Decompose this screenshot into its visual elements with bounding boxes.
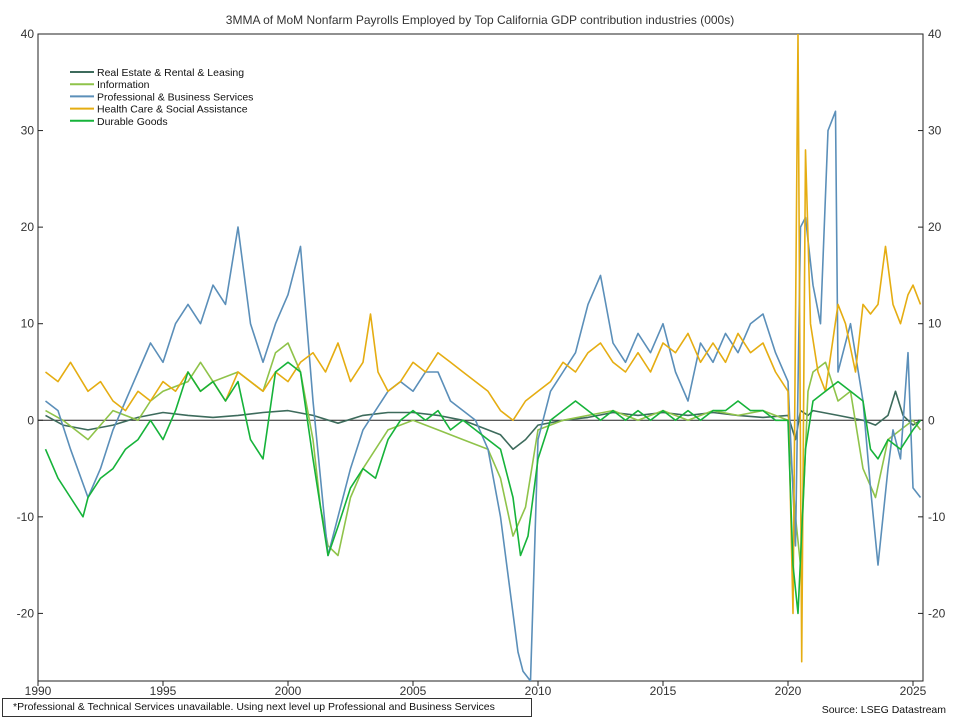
series-line-1 — [45, 390, 921, 451]
y-tick-label-right: -10 — [928, 510, 946, 524]
y-tick-label-left: 20 — [21, 220, 35, 234]
series-line-4 — [45, 34, 922, 663]
legend-label: Information — [97, 79, 150, 91]
y-tick-label-left: 0 — [27, 413, 34, 427]
x-tick-label: 2010 — [525, 684, 552, 698]
legend-label: Professional & Business Services — [97, 91, 253, 103]
source-note: Source: LSEG Datastream — [821, 704, 946, 716]
x-tick-label: 2020 — [775, 684, 802, 698]
y-tick-label-right: 20 — [928, 220, 942, 234]
y-tick-label-right: -20 — [928, 606, 946, 620]
series-line-3 — [45, 110, 922, 681]
y-tick-label-left: 40 — [21, 27, 35, 41]
y-tick-label-right: 10 — [928, 317, 942, 331]
y-tick-label-left: 10 — [21, 317, 35, 331]
legend-label: Real Estate & Rental & Leasing — [97, 67, 244, 79]
y-tick-label-right: 40 — [928, 27, 942, 41]
legend-label: Health Care & Social Assistance — [97, 104, 248, 116]
x-tick-label: 1990 — [25, 684, 52, 698]
y-tick-label-right: 30 — [928, 124, 942, 138]
x-tick-label: 2025 — [900, 684, 927, 698]
chart-title: 3MMA of MoM Nonfarm Payrolls Employed by… — [226, 13, 734, 27]
y-tick-label-left: -10 — [17, 510, 35, 524]
y-tick-label-right: 0 — [928, 413, 935, 427]
series-line-5 — [44, 361, 922, 615]
plot-frame — [37, 33, 924, 682]
x-tick-label: 1995 — [150, 684, 177, 698]
legend-label: Durable Goods — [97, 116, 168, 128]
x-tick-label: 2015 — [650, 684, 677, 698]
footnote: *Professional & Technical Services unava… — [2, 698, 532, 717]
y-tick-label-left: 30 — [21, 124, 35, 138]
y-tick-label-left: -20 — [17, 606, 35, 620]
x-tick-label: 2000 — [275, 684, 302, 698]
x-tick-label: 2005 — [400, 684, 427, 698]
